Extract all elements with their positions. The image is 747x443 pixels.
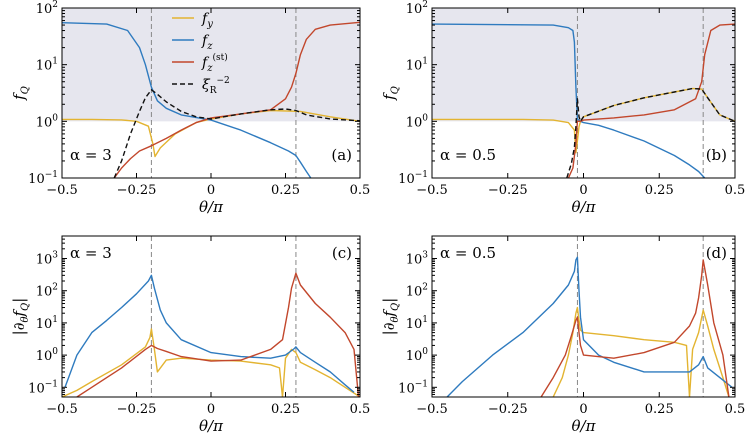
panel-c: −0.5 −0.25 0 0.25 0.5 10−1 100 101 102 103 θ/π |∂θf… (10, 235, 371, 435)
alpha-label: α = 3 (70, 244, 112, 262)
x-axis-label: θ/π (572, 198, 597, 216)
legend-entry-3: ξR−2 (202, 76, 230, 96)
y-tick-label: 103 (36, 251, 59, 268)
y-tick-label: 103 (406, 251, 429, 268)
x-tick-label: 0.25 (645, 402, 674, 417)
legend-entry-2: fz(st) (201, 52, 228, 74)
x-tick-label: 0.5 (725, 402, 746, 417)
series-group (62, 272, 360, 397)
x-tick-label: 0.5 (350, 402, 371, 417)
series-0-line (62, 109, 360, 158)
x-tick-label: 0.5 (725, 183, 746, 198)
y-tick-label: 10−1 (398, 379, 428, 396)
series-2-line (567, 23, 735, 178)
x-tick-label: 0.25 (271, 183, 300, 198)
panel-label: (c) (332, 244, 352, 262)
x-tick-label: −0.25 (117, 183, 157, 198)
series-1-line (446, 256, 733, 397)
series-0-line (552, 306, 730, 397)
alpha-label: α = 3 (70, 146, 112, 164)
panel-label: (a) (331, 146, 352, 164)
y-axis-label: fQ (10, 86, 31, 101)
y-tick-label: 101 (406, 315, 428, 332)
y-axis-label: fQ (380, 86, 401, 101)
x-tick-label: −0.5 (46, 402, 78, 417)
y-tick-label: 102 (36, 283, 58, 300)
series-3-line (566, 87, 735, 178)
y-tick-label: 100 (36, 347, 59, 364)
x-tick-label: 0.25 (271, 402, 300, 417)
panel-b: −0.5 −0.25 0 0.25 0.5 10−1 100 101 102 θ/π fQ α = 0… (380, 0, 745, 216)
y-tick-label: 10−1 (28, 170, 58, 187)
series-3-line (113, 89, 360, 178)
alpha-label: α = 0.5 (440, 146, 496, 164)
y-tick-label: 100 (406, 113, 429, 130)
x-tick-label: −0.5 (46, 183, 78, 198)
x-tick-label: 0 (579, 402, 587, 417)
panel-a: −0.5 −0.25 0 0.25 0.5 10−1 100 101 102 θ/π fQ α = 3… (10, 0, 370, 216)
panel-label: (d) (706, 244, 727, 262)
x-tick-label: −0.25 (488, 183, 528, 198)
panel-label: (b) (706, 146, 727, 164)
y-tick-label: 10−1 (28, 379, 58, 396)
y-tick-label: 100 (406, 347, 429, 364)
alpha-label: α = 0.5 (440, 244, 496, 262)
series-2-line (76, 272, 360, 397)
y-tick-label: 102 (406, 283, 428, 300)
legend-entry-1: fz (201, 33, 213, 52)
x-tick-label: 0 (579, 183, 587, 198)
series-group (432, 23, 735, 178)
y-tick-label: 101 (406, 57, 428, 74)
x-axis-label: θ/π (199, 198, 224, 216)
x-tick-label: −0.25 (488, 402, 528, 417)
series-1-line (432, 23, 706, 178)
x-tick-label: 0 (207, 183, 215, 198)
x-tick-label: −0.5 (416, 402, 448, 417)
series-1-line (62, 22, 312, 178)
x-axis-label: θ/π (199, 417, 224, 435)
legend-entry-0: fy (201, 11, 213, 30)
y-tick-label: 10−1 (398, 170, 428, 187)
panel-d: −0.5 −0.25 0 0.25 0.5 10−1 100 101 102 103 θ/π |∂θf… (380, 235, 746, 435)
x-tick-label: −0.25 (117, 402, 157, 417)
series-group (62, 21, 360, 178)
x-tick-label: 0.25 (645, 183, 674, 198)
shaded-region (62, 8, 360, 122)
y-tick-label: 100 (36, 113, 59, 130)
x-axis-label: θ/π (572, 417, 597, 435)
series-group (446, 256, 733, 397)
x-tick-label: −0.5 (416, 183, 448, 198)
y-axis-label: |∂θfQ| (380, 298, 401, 336)
series-1-line (64, 274, 355, 393)
y-tick-label: 101 (36, 315, 58, 332)
y-tick-label: 101 (36, 57, 58, 74)
y-tick-label: 102 (406, 0, 428, 17)
y-axis-label: |∂θfQ| (10, 298, 31, 336)
shaded-region (432, 8, 735, 122)
series-2-line (540, 259, 730, 397)
y-tick-label: 102 (36, 0, 58, 17)
x-tick-label: 0.5 (350, 183, 371, 198)
x-tick-label: 0 (207, 402, 215, 417)
